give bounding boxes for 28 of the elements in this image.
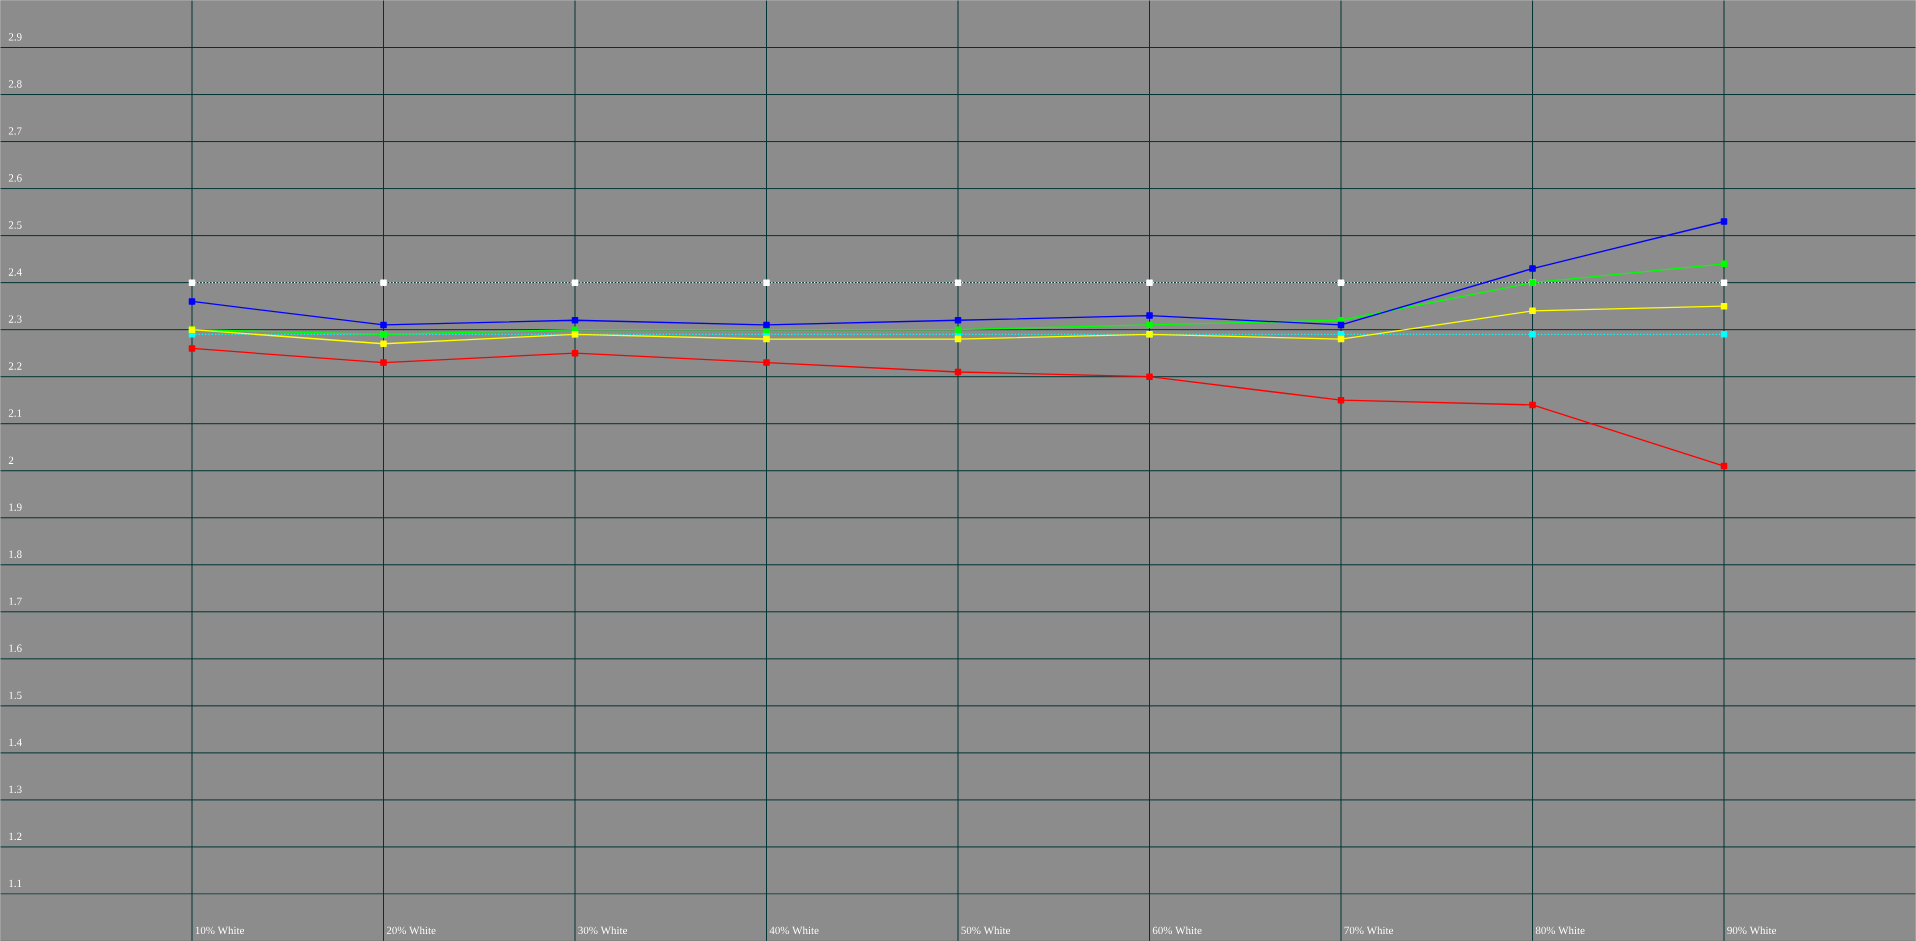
y-tick-label: 2.7 xyxy=(8,127,22,135)
y-tick-label: 2.9 xyxy=(8,33,22,41)
y-tick-label: 1.9 xyxy=(9,503,22,511)
x-tick-label: 60% White xyxy=(1152,926,1202,934)
y-tick-label: 1.4 xyxy=(9,738,22,746)
y-tick-label: 2 xyxy=(8,456,14,464)
y-tick-label: 2.8 xyxy=(8,80,22,88)
y-tick-label: 1.2 xyxy=(9,832,22,840)
y-tick-label: 2.1 xyxy=(8,409,22,417)
y-tick-label: 2.4 xyxy=(8,268,22,276)
y-tick-label: 1.8 xyxy=(9,550,22,558)
y-tick-label: 2.2 xyxy=(8,362,22,370)
x-tick-label: 80% White xyxy=(1535,926,1585,934)
x-tick-label: 20% White xyxy=(386,926,436,934)
y-tick-label: 1.5 xyxy=(9,691,22,699)
x-tick-label: 40% White xyxy=(769,926,819,934)
y-tick-label: 1.3 xyxy=(9,785,22,793)
y-tick-label: 1.6 xyxy=(9,644,22,652)
x-tick-label: 30% White xyxy=(578,926,628,934)
y-tick-label: 1.1 xyxy=(9,879,22,887)
y-tick-label: 2.3 xyxy=(8,315,22,323)
x-tick-label: 50% White xyxy=(961,926,1011,934)
y-tick-label: 2.6 xyxy=(8,174,22,182)
x-tick-label: 10% White xyxy=(195,926,245,934)
x-tick-label: 90% White xyxy=(1727,926,1777,934)
y-tick-label: 2.5 xyxy=(8,221,22,229)
y-tick-label: 1.7 xyxy=(9,597,22,605)
x-tick-label: 70% White xyxy=(1344,926,1394,934)
